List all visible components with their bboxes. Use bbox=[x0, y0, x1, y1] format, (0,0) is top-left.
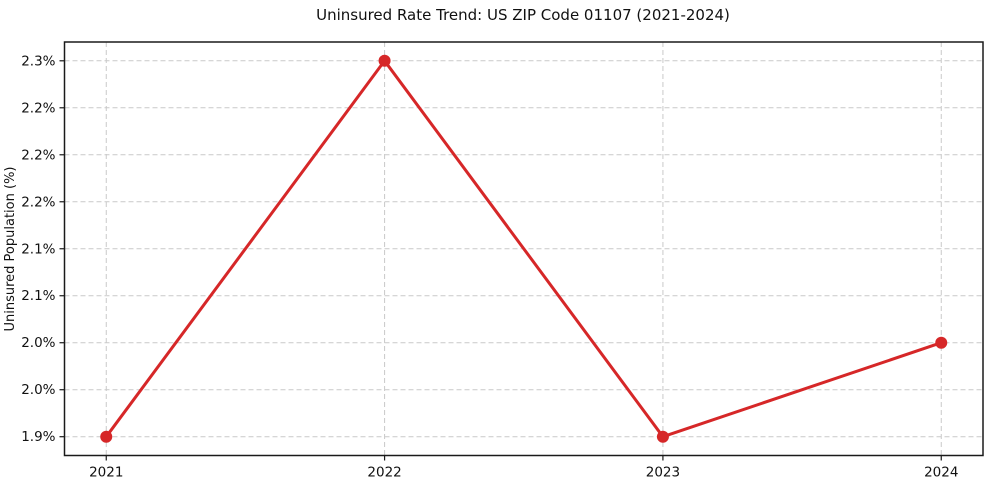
trend-line bbox=[104, 59, 943, 439]
tick-labels-layer: 2021 2022 2023 2024 1.9% 2.0% 2.0% 2.1% 2.1% 2.2%… bbox=[21, 53, 958, 480]
x-tick-label: 2021 bbox=[89, 465, 123, 481]
y-tick-label: 2.1% bbox=[21, 288, 55, 304]
y-tick-label: 2.2% bbox=[21, 100, 55, 116]
chart-title: Uninsured Rate Trend: US ZIP Code 01107 … bbox=[316, 6, 730, 24]
data-point bbox=[100, 430, 113, 443]
x-tick-label: 2022 bbox=[367, 465, 401, 481]
data-point bbox=[378, 54, 391, 67]
grid-layer bbox=[64, 42, 983, 456]
y-tick-label: 2.2% bbox=[21, 147, 55, 163]
x-tick-label: 2023 bbox=[646, 465, 680, 481]
y-axis-label: Uninsured Population (%) bbox=[3, 167, 18, 332]
y-tick-label: 2.1% bbox=[21, 241, 55, 257]
data-point bbox=[656, 430, 669, 443]
y-tick-label: 2.2% bbox=[21, 194, 55, 210]
series-layer bbox=[100, 54, 948, 443]
y-tick-label: 1.9% bbox=[21, 429, 55, 445]
data-point bbox=[935, 336, 948, 349]
y-tick-label: 2.0% bbox=[21, 382, 55, 398]
x-tick-label: 2024 bbox=[924, 465, 958, 481]
y-tick-label: 2.0% bbox=[21, 335, 55, 351]
y-tick-label: 2.3% bbox=[21, 53, 55, 69]
axes-layer bbox=[59, 41, 984, 461]
